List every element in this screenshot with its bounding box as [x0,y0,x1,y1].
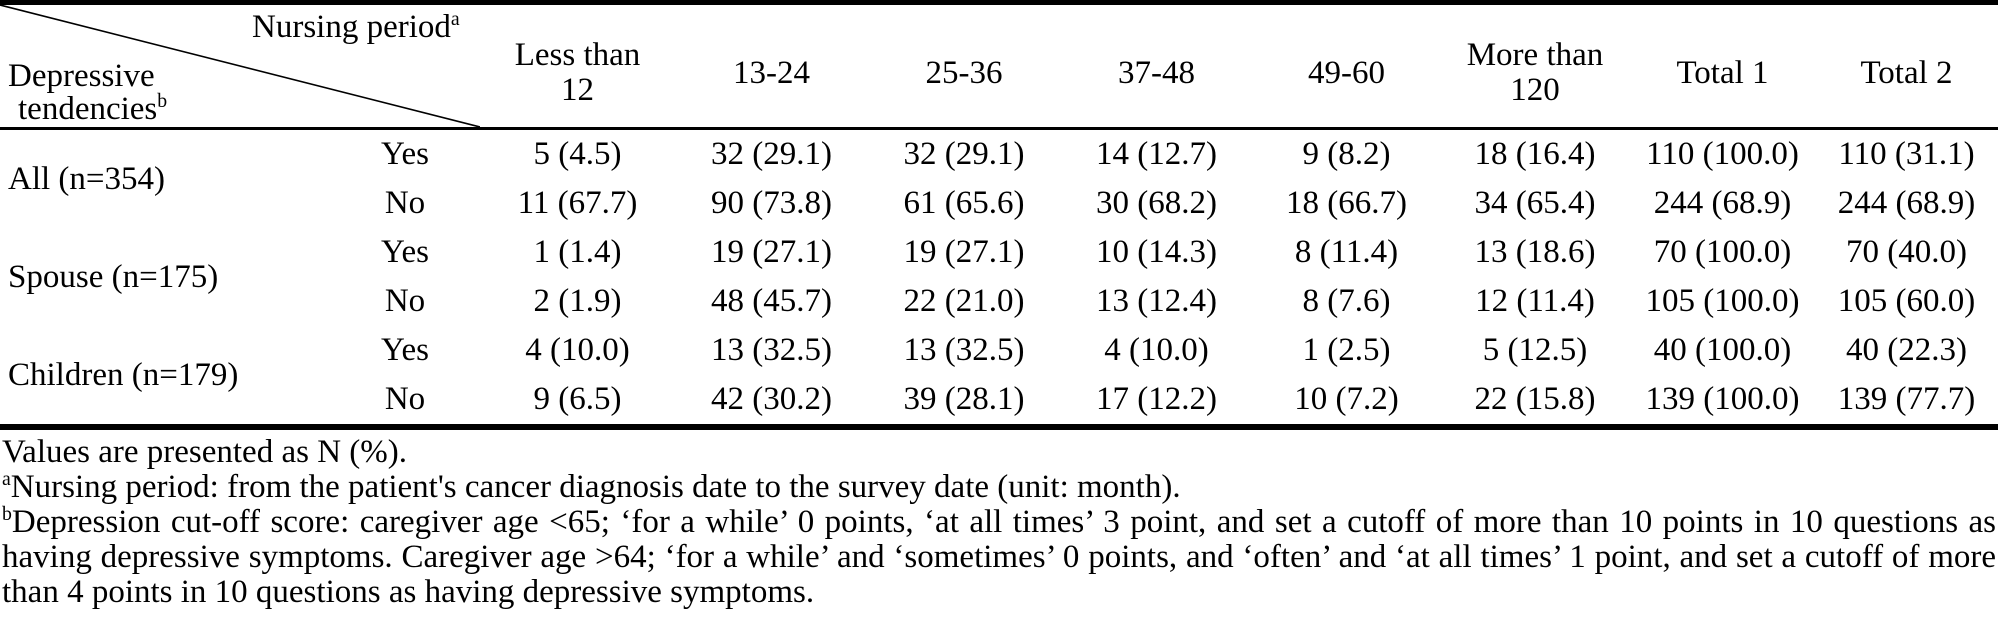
data-cell: 17 (12.2) [1096,381,1217,417]
table-row: All (n=354) Yes 5 (4.5) 32 (29.1) 32 (29… [0,129,1998,197]
footnote-a-marker: a [2,468,11,490]
data-cell: 13 (32.5) [903,332,1025,368]
group-label-children: Children (n=179) [8,356,239,393]
depressive-label-line1: Depressive [8,57,155,94]
group-label-spouse: Spouse (n=175) [8,258,219,295]
data-cell: 48 (45.7) [711,283,832,319]
data-cell: 244 (68.9) [1653,185,1792,221]
footnote-a-text: Nursing period: from the patient's cance… [10,469,1181,505]
footnote-b-marker: b [2,503,12,525]
table-row: Children (n=179) Yes 4 (10.0) 13 (32.5) … [0,326,1998,393]
data-cell: 10 (14.3) [1096,234,1217,270]
corner-top-label: Nursing perioda [252,9,460,46]
data-cell: 105 (100.0) [1645,283,1800,319]
column-header-25-36: 25-36 [868,2,1060,130]
table-row: Spouse (n=175) Yes 1 (1.4) 19 (27.1) 19 … [0,228,1998,295]
data-cell: 105 (60.0) [1837,283,1976,319]
data-cell: 4 (10.0) [525,332,630,368]
data-cell: 8 (11.4) [1294,234,1399,270]
depressive-label-line2: tendencies [18,91,158,128]
data-cell: 4 (10.0) [1104,332,1209,368]
data-cell: 13 (18.6) [1474,234,1596,270]
response-cell: Yes [380,332,430,368]
data-cell: 19 (27.1) [903,234,1025,270]
data-cell: 1 (1.4) [533,234,622,270]
data-cell: 19 (27.1) [711,234,832,270]
corner-bottom-label: Depressive tendenciesb [8,57,168,128]
group-label-all: All (n=354) [8,160,166,197]
column-header-total-1: Total 1 [1630,2,1815,130]
data-cell: 40 (22.3) [1846,332,1967,368]
footnote-b: bDepression cut-off score: caregiver age… [2,503,1996,610]
data-cell: 32 (29.1) [903,136,1025,172]
data-cell: 5 (12.5) [1482,332,1588,368]
diagonal-divider-line [0,5,480,127]
data-cell: 9 (6.5) [533,381,622,417]
data-cell: 34 (65.4) [1474,185,1596,221]
data-cell: 32 (29.1) [711,136,832,172]
data-cell: 11 (67.7) [517,185,638,221]
data-cell: 2 (1.9) [533,283,622,319]
column-header-37-48: 37-48 [1060,2,1253,130]
data-cell: 22 (15.8) [1474,381,1596,417]
data-cell: 110 (31.1) [1838,136,1975,172]
data-cell: 139 (77.7) [1837,381,1976,417]
footnote-a: aNursing period: from the patient's canc… [2,468,1996,505]
column-header-13-24: 13-24 [675,2,868,130]
data-cell: 42 (30.2) [711,381,832,417]
data-cell: 1 (2.5) [1302,332,1391,368]
footnote-b-text: Depression cut-off score: caregiver age … [2,504,1996,610]
nursing-period-label: Nursing period [252,9,451,45]
response-cell: Yes [380,234,430,270]
data-cell: 10 (7.2) [1294,381,1399,417]
column-header-49-60: 49-60 [1253,2,1440,130]
data-cell: 14 (12.7) [1096,136,1217,172]
data-cell: 12 (11.4) [1475,283,1595,319]
data-cell: 30 (68.2) [1096,185,1217,221]
data-cell: 61 (65.6) [903,185,1025,221]
footnote-b-superscript: b [157,90,168,113]
table-row: No 9 (6.5) 42 (30.2) 39 (28.1) 17 (12.2)… [0,375,1998,427]
data-cell: 8 (7.6) [1302,283,1391,319]
data-cell: 18 (16.4) [1474,136,1596,172]
table-footnotes: Values are presented as N (%). aNursing … [0,430,1998,610]
data-cell: 39 (28.1) [903,381,1025,417]
column-header-total-2: Total 2 [1815,2,1998,130]
response-cell: No [384,185,426,221]
data-cell: 22 (21.0) [903,283,1025,319]
data-cell: 40 (100.0) [1653,332,1792,368]
footnote-values-note: Values are presented as N (%). [2,434,407,470]
footnote-a-superscript: a [450,8,460,30]
response-cell: No [384,283,426,319]
data-cell: 18 (66.7) [1286,185,1407,221]
table-row: No 2 (1.9) 48 (45.7) 22 (21.0) 13 (12.4)… [0,277,1998,326]
corner-header-cell: Nursing perioda Depressive tendenciesb [0,2,480,130]
data-cell: 70 (40.0) [1846,234,1967,270]
data-cell: 13 (32.5) [711,332,832,368]
table-row: No 11 (67.7) 90 (73.8) 61 (65.6) 30 (68.… [0,179,1998,228]
column-header-more-than-120: More than 120 [1440,2,1630,130]
data-cell: 244 (68.9) [1837,185,1976,221]
data-cell: 9 (8.2) [1302,136,1391,172]
depression-nursing-period-table: Nursing perioda Depressive tendenciesb L… [0,0,1998,430]
response-cell: Yes [380,136,430,172]
data-cell: 70 (100.0) [1653,234,1792,270]
data-cell: 110 (100.0) [1646,136,1799,172]
header-row: Nursing perioda Depressive tendenciesb L… [0,2,1998,130]
data-cell: 139 (100.0) [1645,381,1800,417]
response-cell: No [384,381,426,417]
data-cell: 5 (4.5) [533,136,622,172]
data-cell: 13 (12.4) [1096,283,1217,319]
column-header-less-than-12: Less than 12 [480,2,675,130]
data-cell: 90 (73.8) [711,185,832,221]
